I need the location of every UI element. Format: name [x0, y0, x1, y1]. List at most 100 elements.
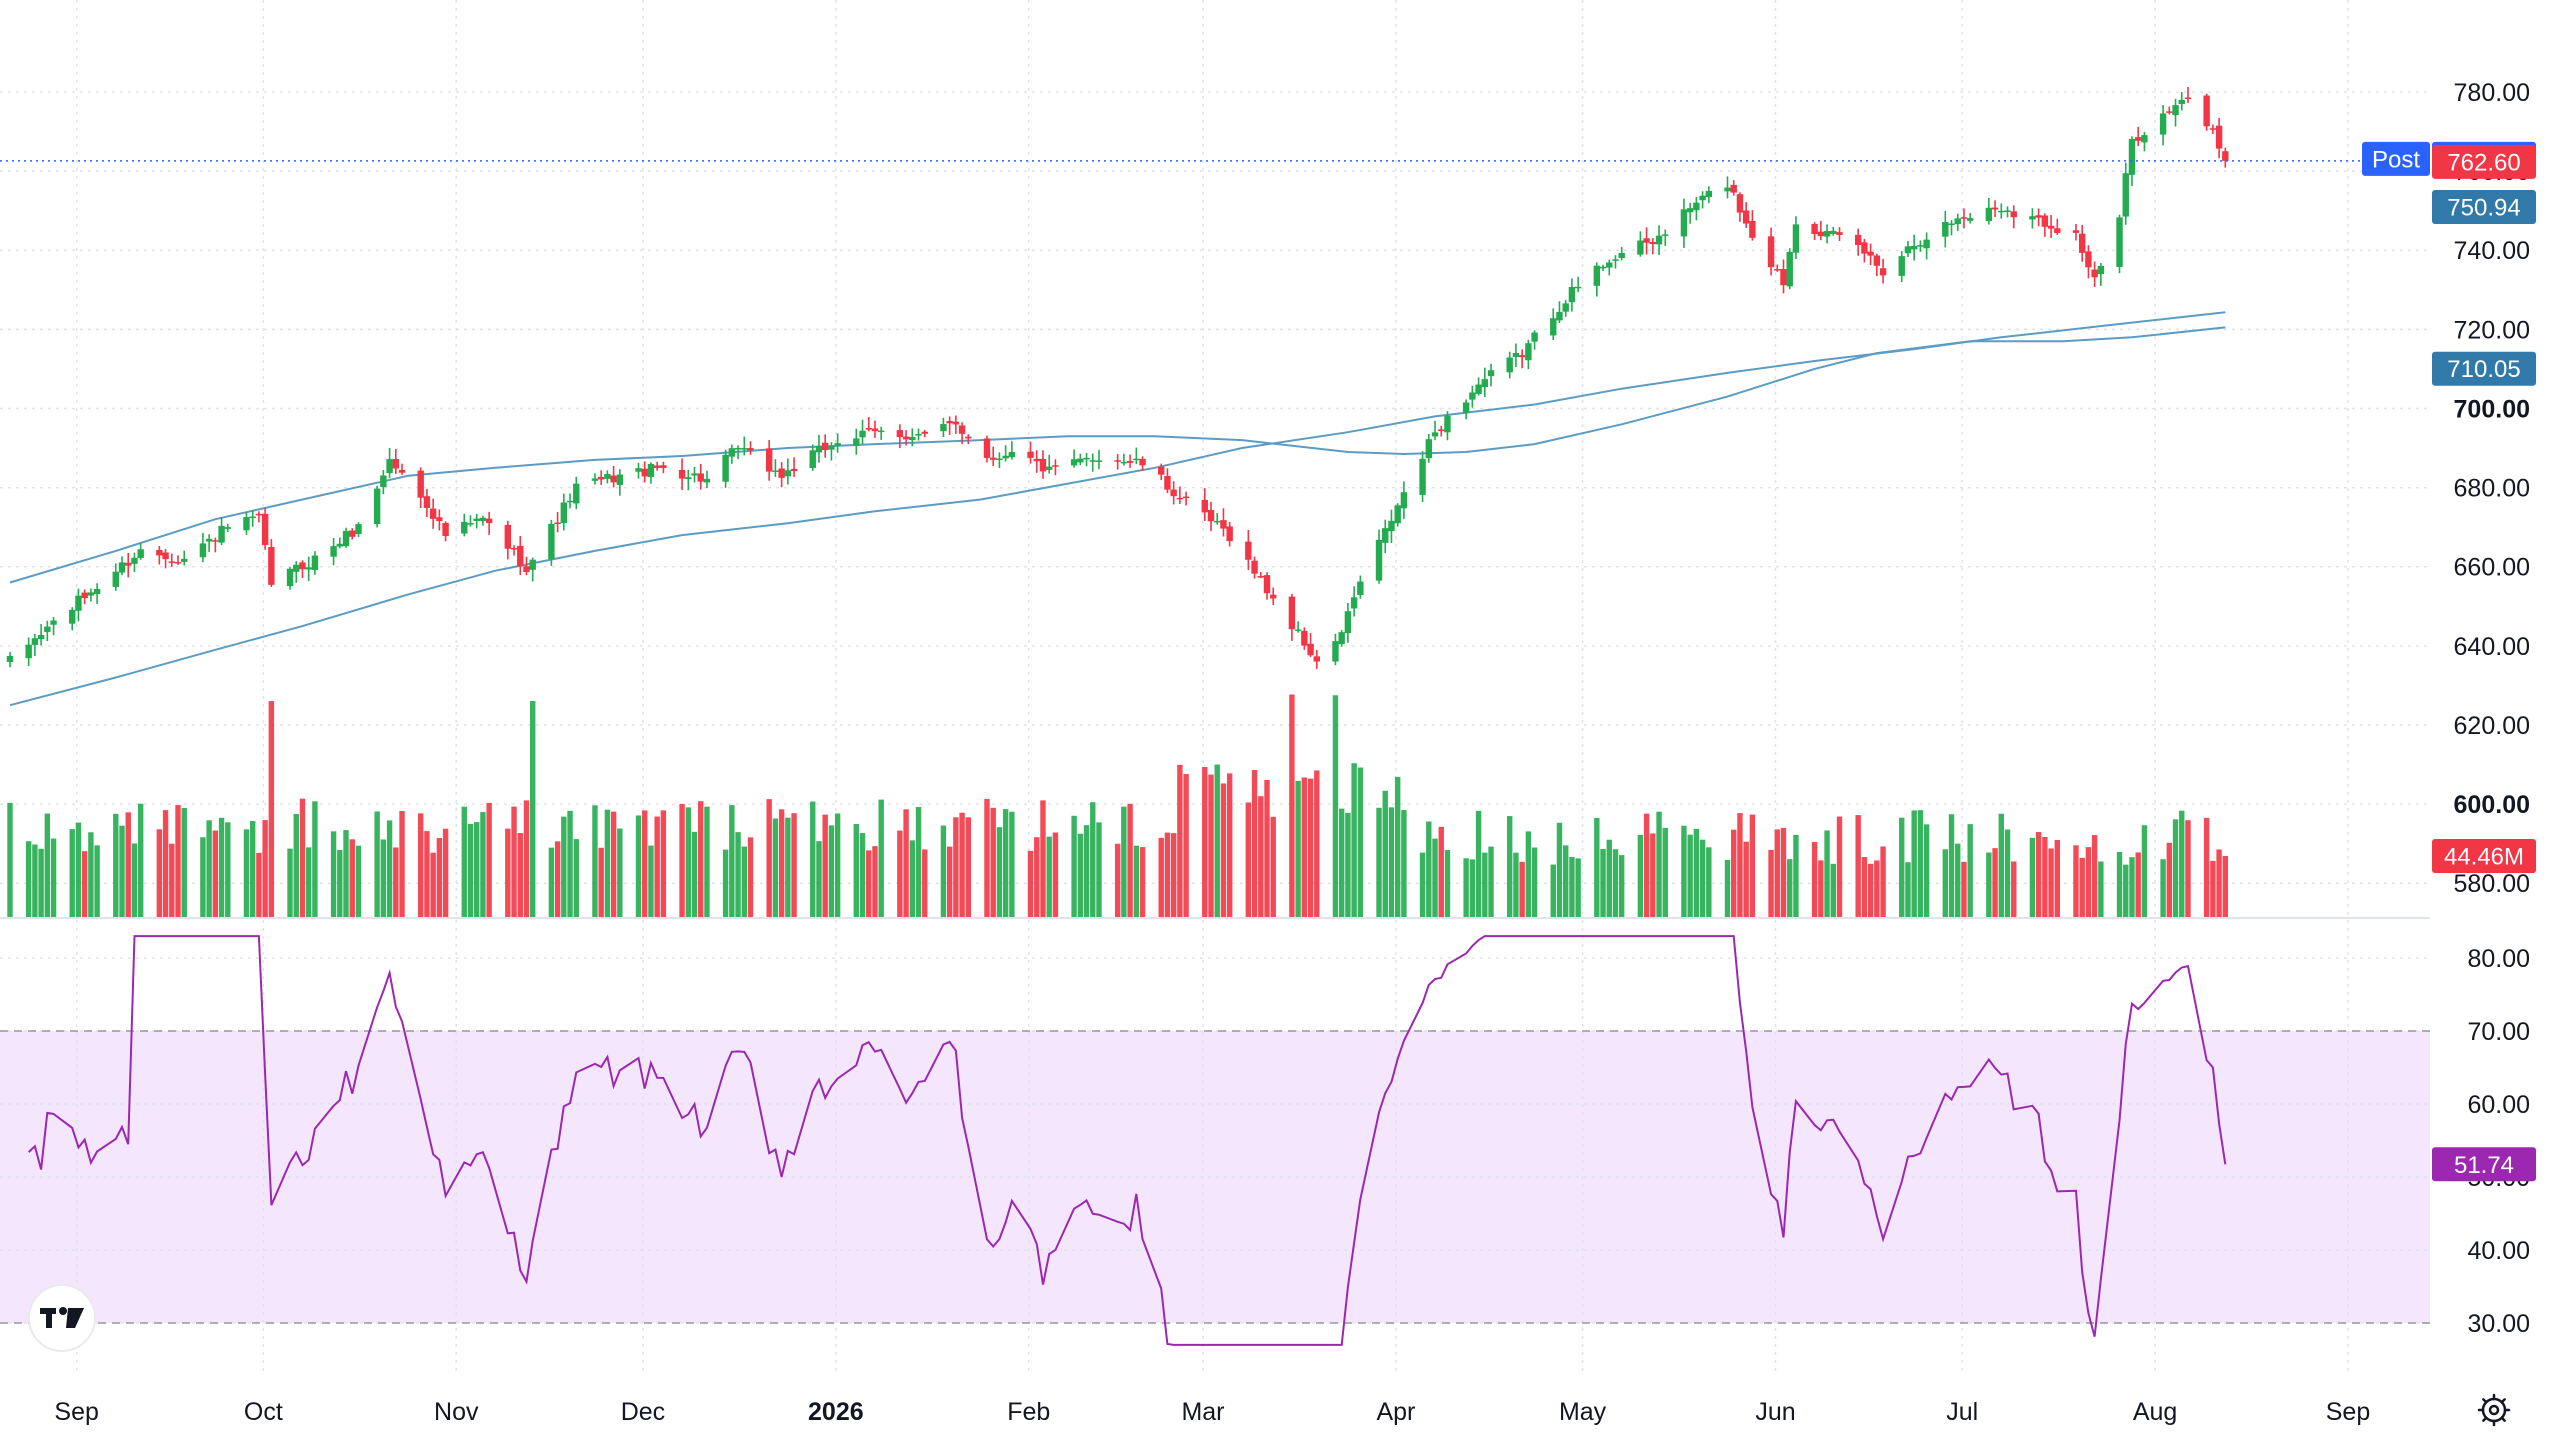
candle[interactable] — [647, 462, 655, 484]
candle[interactable] — [2203, 93, 2210, 131]
candle[interactable] — [1388, 509, 1395, 543]
candle[interactable] — [1475, 377, 1482, 396]
candle[interactable] — [205, 534, 213, 552]
candle[interactable] — [1431, 420, 1439, 441]
candle[interactable] — [983, 435, 991, 463]
candle[interactable] — [1991, 200, 1999, 218]
candle[interactable] — [821, 434, 829, 458]
candle[interactable] — [75, 588, 82, 622]
candle[interactable] — [44, 620, 51, 642]
candle[interactable] — [784, 458, 792, 485]
candle[interactable] — [778, 462, 785, 488]
candle[interactable] — [1338, 630, 1345, 647]
candle[interactable] — [591, 473, 599, 485]
candle[interactable] — [1599, 264, 1607, 271]
candle[interactable] — [865, 416, 872, 432]
candle[interactable] — [342, 527, 350, 548]
candle[interactable] — [1923, 232, 1930, 260]
candle[interactable] — [1294, 621, 1302, 633]
candle[interactable] — [1786, 248, 1793, 290]
candle[interactable] — [871, 420, 879, 438]
candle[interactable] — [573, 476, 580, 510]
candle[interactable] — [25, 637, 32, 667]
candle[interactable] — [2222, 147, 2229, 168]
candle[interactable] — [1400, 481, 1408, 519]
candle[interactable] — [1170, 481, 1177, 505]
candle[interactable] — [2172, 98, 2179, 127]
candle[interactable] — [952, 415, 960, 434]
candle[interactable] — [1270, 587, 1277, 605]
candle[interactable] — [1562, 299, 1569, 317]
candle[interactable] — [1481, 367, 1489, 397]
candle[interactable] — [597, 470, 605, 485]
candle[interactable] — [373, 485, 381, 528]
candle[interactable] — [355, 522, 362, 538]
candle[interactable] — [1693, 197, 1700, 221]
candle[interactable] — [2029, 208, 2036, 229]
candlesticks[interactable] — [6, 86, 2229, 669]
candle[interactable] — [330, 538, 337, 566]
candle[interactable] — [1444, 411, 1451, 441]
candle[interactable] — [286, 567, 294, 590]
candle[interactable] — [815, 434, 823, 463]
candle[interactable] — [1705, 186, 1713, 204]
candle[interactable] — [2054, 218, 2061, 235]
candle[interactable] — [1662, 229, 1669, 246]
candle[interactable] — [1120, 453, 1128, 466]
candle[interactable] — [6, 651, 14, 668]
candle[interactable] — [2141, 131, 2148, 152]
candle[interactable] — [305, 556, 312, 581]
candle[interactable] — [249, 509, 256, 527]
candle[interactable] — [1606, 259, 1613, 276]
candle[interactable] — [2097, 263, 2105, 286]
candle[interactable] — [1438, 425, 1445, 437]
candle[interactable] — [1898, 251, 1905, 282]
candle[interactable] — [255, 511, 263, 523]
candle[interactable] — [1425, 434, 1432, 463]
candle[interactable] — [1002, 445, 1009, 462]
candle[interactable] — [1257, 571, 1264, 579]
candle[interactable] — [1966, 213, 1974, 224]
candle[interactable] — [1736, 192, 1744, 222]
candle[interactable] — [1095, 449, 1103, 470]
candle[interactable] — [2209, 124, 2217, 134]
candle[interactable] — [946, 416, 953, 436]
candle[interactable] — [293, 561, 300, 583]
candle[interactable] — [1811, 222, 1818, 240]
candle[interactable] — [1469, 385, 1476, 408]
candle[interactable] — [1506, 351, 1513, 379]
candle[interactable] — [1917, 240, 1924, 252]
candle[interactable] — [417, 467, 424, 509]
candle[interactable] — [1033, 450, 1040, 473]
candle[interactable] — [268, 539, 275, 587]
candle[interactable] — [349, 528, 356, 540]
candle[interactable] — [2010, 205, 2017, 229]
candle[interactable] — [809, 444, 816, 471]
candle[interactable] — [218, 517, 225, 546]
candle[interactable] — [1854, 228, 1862, 256]
candle[interactable] — [1742, 202, 1750, 228]
candle[interactable] — [610, 466, 617, 488]
candle[interactable] — [510, 545, 518, 556]
candle[interactable] — [1176, 486, 1184, 504]
candle[interactable] — [125, 552, 132, 578]
candle[interactable] — [299, 560, 306, 578]
candle[interactable] — [1251, 556, 1258, 579]
candle[interactable] — [1904, 241, 1912, 257]
candle[interactable] — [181, 550, 188, 566]
candle[interactable] — [1525, 339, 1532, 370]
candle[interactable] — [1531, 330, 1538, 350]
candle[interactable] — [168, 553, 175, 567]
candle[interactable] — [81, 589, 88, 605]
candle[interactable] — [398, 463, 406, 476]
candle[interactable] — [2072, 223, 2080, 241]
candle[interactable] — [1077, 453, 1084, 466]
candle[interactable] — [485, 511, 493, 535]
candle[interactable] — [653, 461, 661, 471]
candle[interactable] — [1767, 227, 1775, 276]
candle[interactable] — [566, 493, 574, 509]
candle[interactable] — [1133, 447, 1140, 465]
candle[interactable] — [1083, 452, 1090, 467]
price-axis[interactable]: 780.00760.00740.00720.00700.00680.00660.… — [2454, 79, 2530, 898]
settings-icon[interactable] — [2477, 1393, 2511, 1427]
